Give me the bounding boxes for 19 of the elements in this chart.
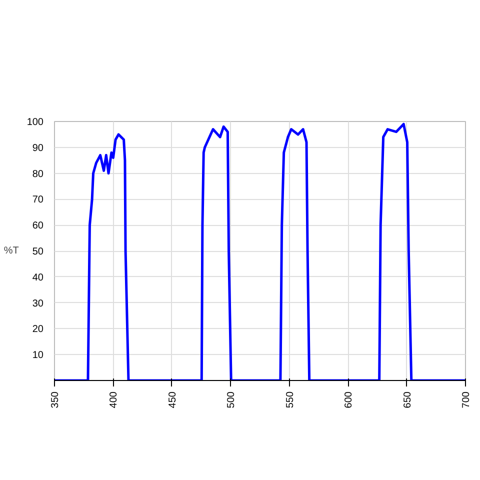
- x-tick-label: 600: [344, 391, 355, 408]
- y-tick-label: 30: [32, 298, 44, 310]
- x-tick-label: 450: [167, 391, 178, 408]
- x-tick-label: 550: [284, 391, 296, 408]
- x-tick-label: 650: [402, 391, 414, 408]
- y-tick-label: 80: [32, 168, 44, 180]
- y-tick-label: 60: [32, 220, 44, 232]
- y-tick-label: 90: [32, 142, 44, 154]
- y-tick-label: 50: [32, 246, 44, 258]
- x-tick-label: 700: [461, 391, 472, 408]
- y-tick-label: 40: [32, 272, 44, 284]
- y-tick-label: 70: [32, 194, 44, 206]
- y-tick-label: 10: [32, 350, 44, 362]
- x-tick-label: 350: [50, 391, 61, 408]
- x-tick-label: 400: [108, 391, 120, 408]
- y-tick-label: 20: [32, 324, 44, 336]
- x-tick-label: 500: [226, 391, 238, 408]
- y-tick-label: 100: [26, 117, 44, 128]
- y-axis-title: %T: [4, 246, 19, 256]
